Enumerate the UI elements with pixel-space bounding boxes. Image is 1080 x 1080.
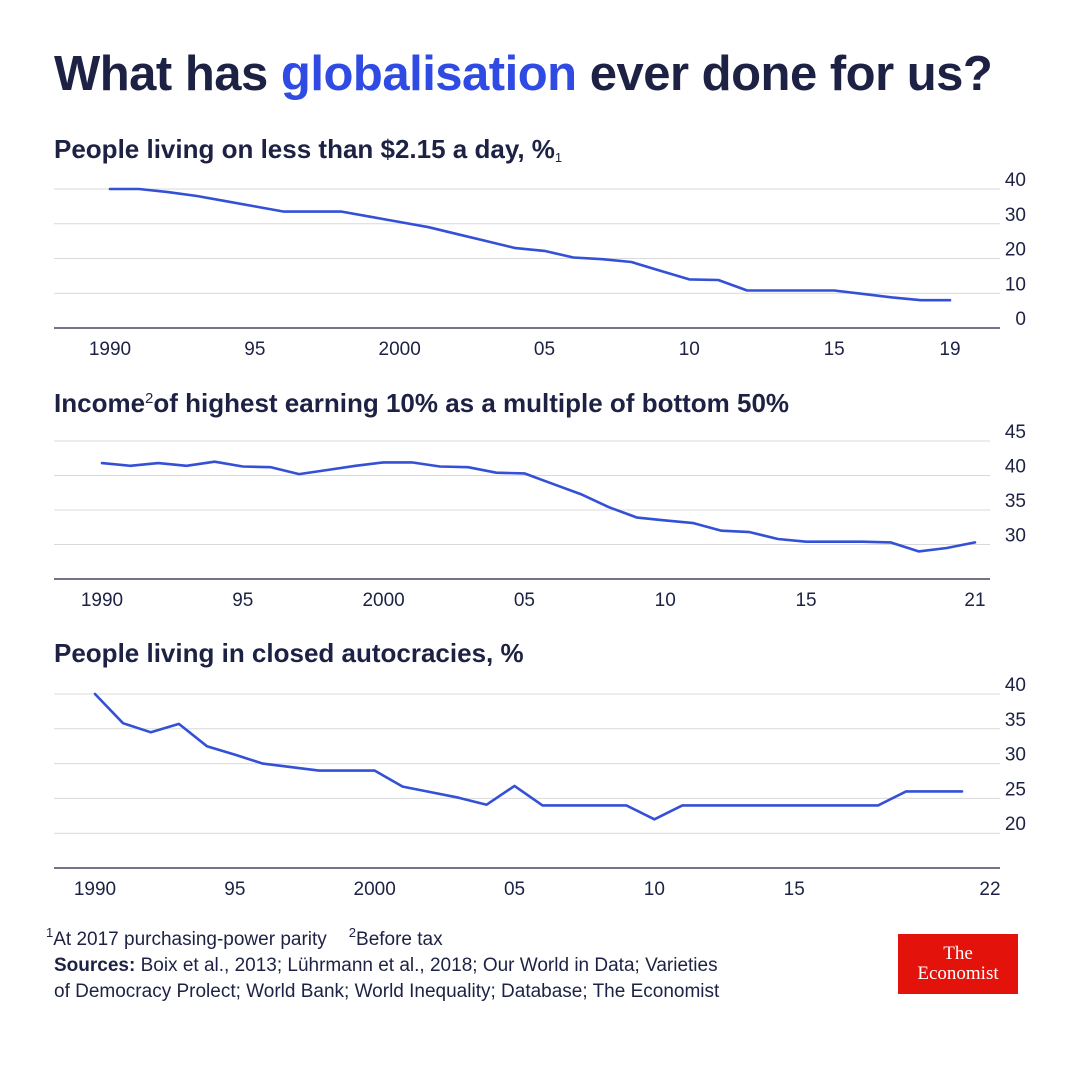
chart-2-title-text: Income xyxy=(54,388,146,418)
economist-logo: The Economist xyxy=(898,934,1018,994)
y-tick-label: 40 xyxy=(1005,170,1026,191)
chart-3-title-text: People living in closed autocracies, % xyxy=(54,638,524,668)
chart-2-footnote-mark: 2 xyxy=(145,390,154,407)
x-tick-label: 10 xyxy=(644,879,665,900)
footnote-2-mark: 2 xyxy=(348,925,357,940)
series-line xyxy=(108,187,952,302)
chart-2-title-rest: of highest earning 10% as a multiple of … xyxy=(153,388,790,418)
footnote-2-text: Before tax xyxy=(356,929,443,950)
sources-line-1: Sources: Boix et al., 2013; Lührmann et … xyxy=(46,953,719,979)
x-tick-label: 2000 xyxy=(362,590,404,611)
headline-accent: globalisation xyxy=(280,47,577,101)
sources-line-2: of Democracy Prolect; World Bank; World … xyxy=(54,981,720,1002)
x-tick-label: 05 xyxy=(514,590,535,611)
chart-3-title: People living in closed autocracies, % xyxy=(54,638,524,669)
x-tick-label: 10 xyxy=(679,339,700,360)
x-tick-label: 95 xyxy=(232,590,253,611)
y-tick-label: 40 xyxy=(1005,457,1026,478)
y-tick-label: 30 xyxy=(1005,205,1026,226)
x-tick-label: 15 xyxy=(784,879,805,900)
y-tick-label: 35 xyxy=(1005,710,1026,731)
y-tick-label: 35 xyxy=(1005,491,1026,512)
series-line xyxy=(100,460,977,553)
headline-suffix: ever done for us? xyxy=(576,47,993,101)
x-tick-label: 15 xyxy=(824,339,845,360)
chart-1-footnote-mark: 1 xyxy=(554,150,563,165)
footnote-line: 1At 2017 purchasing-power parity 2Before … xyxy=(46,920,719,953)
footnote-1-mark: 1 xyxy=(46,925,54,940)
y-tick-label: 0 xyxy=(1015,309,1026,330)
y-tick-label: 10 xyxy=(1005,274,1026,295)
chart-1-title: People living on less than $2.15 a day, … xyxy=(54,134,562,165)
x-tick-label: 95 xyxy=(244,339,265,360)
series-line xyxy=(93,692,964,821)
x-tick-label: 1990 xyxy=(81,590,123,611)
y-tick-label: 25 xyxy=(1005,779,1026,800)
sources-text-1: Boix et al., 2013; Lührmann et al., 2018… xyxy=(135,955,718,976)
footnotes: 1At 2017 purchasing-power parity 2Before … xyxy=(46,920,719,1005)
y-tick-label: 20 xyxy=(1005,240,1026,261)
x-tick-label: 95 xyxy=(224,879,245,900)
sources-label: Sources: xyxy=(54,955,136,976)
x-tick-label: 10 xyxy=(655,590,676,611)
x-tick-label: 1990 xyxy=(74,879,116,900)
x-tick-label: 2000 xyxy=(379,339,421,360)
x-tick-label: 15 xyxy=(795,590,816,611)
chart-2-income-ratio: 45 40 35 30 1990 95 2000 05 10 15 21 xyxy=(54,422,1026,611)
footnote-1-text: At 2017 purchasing-power parity xyxy=(53,929,327,950)
y-tick-label: 45 xyxy=(1005,422,1026,443)
chart-1-poverty: 40 30 20 10 0 1990 95 2000 05 10 15 19 xyxy=(54,170,1026,360)
logo-line-1: The xyxy=(943,943,973,964)
x-tick-label: 22 xyxy=(979,879,1000,900)
x-tick-label: 05 xyxy=(534,339,555,360)
y-tick-label: 20 xyxy=(1005,814,1026,835)
x-tick-label: 1990 xyxy=(89,339,131,360)
chart-3-autocracies: 40 35 30 25 20 1990 95 2000 05 10 15 22 xyxy=(54,675,1026,900)
logo-line-2: Economist xyxy=(917,963,999,984)
y-tick-label: 40 xyxy=(1005,675,1026,696)
x-tick-label: 19 xyxy=(939,339,960,360)
x-tick-label: 21 xyxy=(964,590,985,611)
y-tick-label: 30 xyxy=(1005,526,1026,547)
headline-prefix: What has xyxy=(54,47,281,101)
y-tick-label: 30 xyxy=(1005,745,1026,766)
chart-2-title: Income2of highest earning 10% as a multi… xyxy=(54,388,789,419)
x-tick-label: 05 xyxy=(504,879,525,900)
headline: What has globalisation ever done for us? xyxy=(54,46,993,102)
chart-1-title-text: People living on less than $2.15 a day, … xyxy=(54,134,555,164)
x-tick-label: 2000 xyxy=(354,879,396,900)
